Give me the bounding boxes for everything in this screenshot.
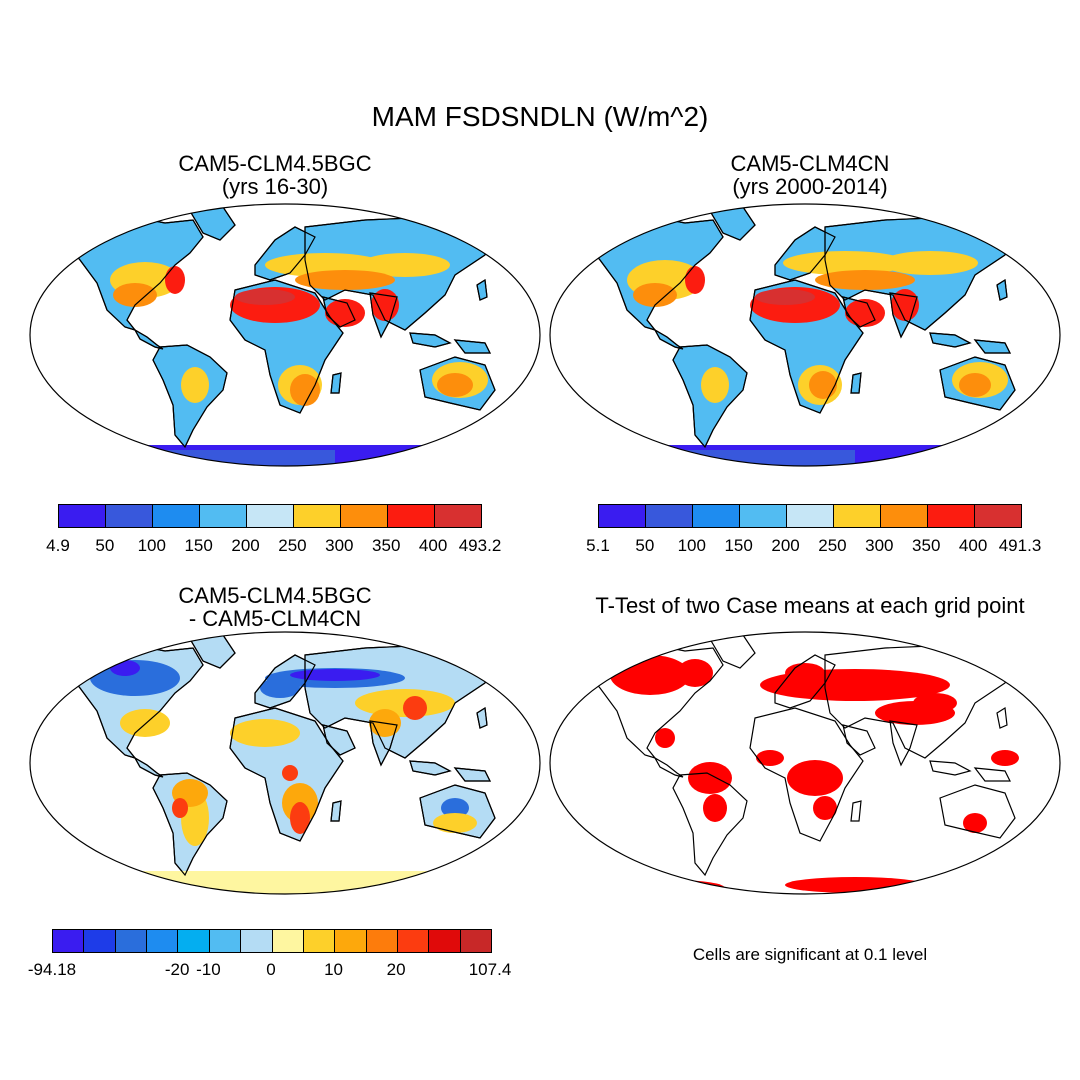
colorbar-tick-label: 5.1 — [586, 536, 610, 555]
colorbar-segment — [294, 505, 341, 527]
colorbar-segment — [209, 930, 242, 952]
panel1-title-line1: CAM5-CLM4.5BGC — [178, 151, 372, 176]
colorbar-segment — [975, 505, 1021, 527]
colorbar-segment — [106, 505, 153, 527]
panel1-map — [29, 203, 541, 467]
colorbar-segment — [460, 930, 492, 952]
colorbar-segment — [200, 505, 247, 527]
colorbar-segment — [53, 930, 85, 952]
panel2-map — [549, 203, 1061, 467]
colorbar-segment — [272, 930, 304, 952]
colorbar-tick-label: 493.2 — [458, 536, 502, 555]
colorbar-tick-label: 400 — [958, 536, 988, 555]
colorbar-segment — [247, 505, 294, 527]
colorbar-diff — [52, 929, 492, 953]
colorbar-segment — [241, 930, 273, 952]
panel4-map — [549, 631, 1061, 895]
panel3-title-line1: CAM5-CLM4.5BGC — [178, 583, 372, 608]
colorbar-tick-label: 150 — [184, 536, 213, 555]
colorbar-segment — [429, 930, 461, 952]
colorbar-segment — [153, 505, 200, 527]
colorbar-segment — [335, 930, 367, 952]
panel3-title: CAM5-CLM4.5BGC - CAM5-CLM4CN — [70, 584, 480, 630]
colorbar-segment — [397, 930, 430, 952]
colorbar-tick-label: 4.9 — [46, 536, 70, 555]
colorbar-segment — [599, 505, 646, 527]
colorbar-segment — [59, 505, 106, 527]
colorbar-case1 — [58, 504, 482, 528]
panel4-title: T-Test of two Case means at each grid po… — [540, 594, 1080, 617]
colorbar-tick-label: 300 — [865, 536, 894, 555]
colorbar-segment — [693, 505, 740, 527]
colorbar-segment — [341, 505, 388, 527]
colorbar-segment — [834, 505, 881, 527]
colorbar-tick-label: 100 — [677, 536, 706, 555]
colorbar-case2 — [598, 504, 1022, 528]
colorbar-tick-label: 100 — [137, 536, 166, 555]
colorbar-tick-label: 107.4 — [468, 960, 512, 979]
colorbar-tick-label: 300 — [325, 536, 354, 555]
colorbar-segment — [388, 505, 435, 527]
colorbar-segment — [366, 930, 398, 952]
colorbar-segment — [928, 505, 975, 527]
colorbar-segment — [881, 505, 928, 527]
colorbar-tick-label: 400 — [418, 536, 448, 555]
colorbar-tick-label: 491.3 — [998, 536, 1042, 555]
colorbar-segment — [787, 505, 834, 527]
panel3-map — [29, 631, 541, 895]
colorbar-tick-label: 250 — [278, 536, 307, 555]
colorbar-segment — [303, 930, 336, 952]
panel4-title-line1: T-Test of two Case means at each grid po… — [595, 593, 1025, 618]
colorbar-segment — [115, 930, 148, 952]
colorbar-tick-label: 50 — [635, 536, 655, 555]
colorbar-tick-label: 150 — [724, 536, 753, 555]
colorbar-segment — [646, 505, 693, 527]
figure-title: MAM FSDSNDLN (W/m^2) — [371, 101, 709, 132]
colorbar-segment — [740, 505, 787, 527]
colorbar-tick-label: 350 — [912, 536, 941, 555]
colorbar-segment — [435, 505, 481, 527]
colorbar-tick-label: 50 — [95, 536, 115, 555]
colorbar-tick-label: 0 — [266, 960, 276, 979]
colorbar-tick-label: 350 — [372, 536, 401, 555]
colorbar-tick-label: 200 — [771, 536, 800, 555]
colorbar-tick-label: 20 — [386, 960, 406, 979]
colorbar-tick-label: 250 — [818, 536, 847, 555]
colorbar-segment — [84, 930, 116, 952]
panel2-title: CAM5-CLM4CN (yrs 2000-2014) — [605, 152, 1015, 198]
significance-note: Cells are significant at 0.1 level — [692, 945, 928, 964]
colorbar-tick-label: -20 — [164, 960, 190, 979]
colorbar-segment — [178, 930, 210, 952]
colorbar-segment — [147, 930, 179, 952]
panel2-title-line2: (yrs 2000-2014) — [732, 174, 888, 200]
colorbar-tick-label: 200 — [231, 536, 260, 555]
colorbar-tick-label: 10 — [324, 960, 344, 979]
panel2-title-line1: CAM5-CLM4CN — [730, 151, 890, 176]
panel1-title: CAM5-CLM4.5BGC (yrs 16-30) — [70, 152, 480, 198]
colorbar-tick-label: -94.18 — [27, 960, 77, 979]
colorbar-tick-label: -10 — [196, 960, 221, 979]
panel1-title-line2: (yrs 16-30) — [221, 174, 329, 200]
panel3-title-line2: - CAM5-CLM4CN — [188, 606, 362, 632]
